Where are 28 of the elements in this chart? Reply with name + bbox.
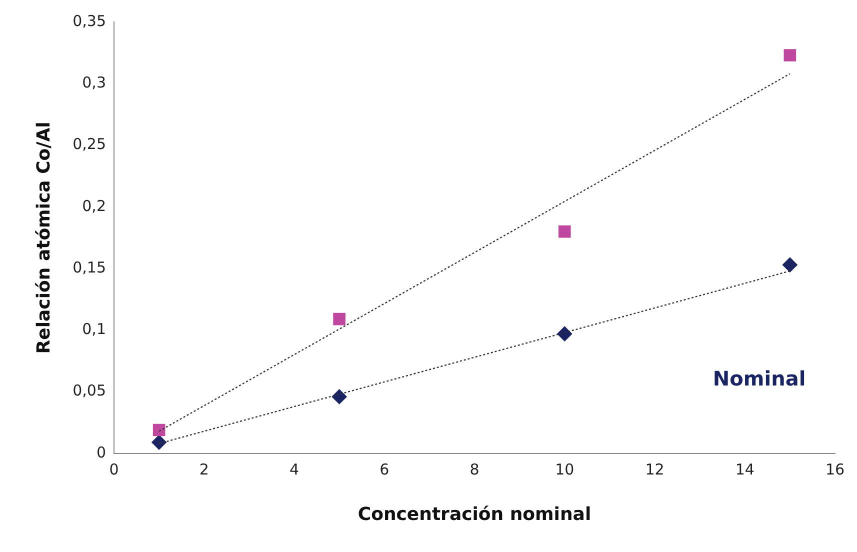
text: Nominal [712,366,806,390]
x-tick-label: 14 [735,460,754,478]
point [332,389,347,404]
y-axis-title: Relación atómica Co/Al [33,122,54,354]
y-tick-label: 0,25 [72,135,106,154]
point [152,434,167,450]
point [333,312,346,326]
y-tick-label: 0,1 [82,320,106,338]
point [782,257,798,272]
x-tick-label: 2 [199,460,209,478]
x-tick-label: 10 [555,460,574,478]
y-tick-label: 0,05 [72,382,106,400]
point [784,49,796,62]
x-axis-title: Concentración nominal [358,504,592,525]
y-tick-label: 0,15 [72,258,106,276]
x-tick-label: 4 [289,460,300,478]
y-tick-label: 0,35 [72,12,106,30]
y-tick-label: 0 [96,443,106,462]
x-tick-label: 8 [470,460,480,478]
x-tick-label: 16 [825,460,845,478]
x-tick-label: 6 [380,460,390,478]
y-tick-label: 0,3 [82,74,106,92]
x-tick-label: 0 [109,460,119,478]
y-tick-label: 0,2 [82,196,106,215]
point [558,225,571,238]
point [152,424,166,436]
x-tick-label: 12 [645,460,664,478]
point [557,326,572,342]
